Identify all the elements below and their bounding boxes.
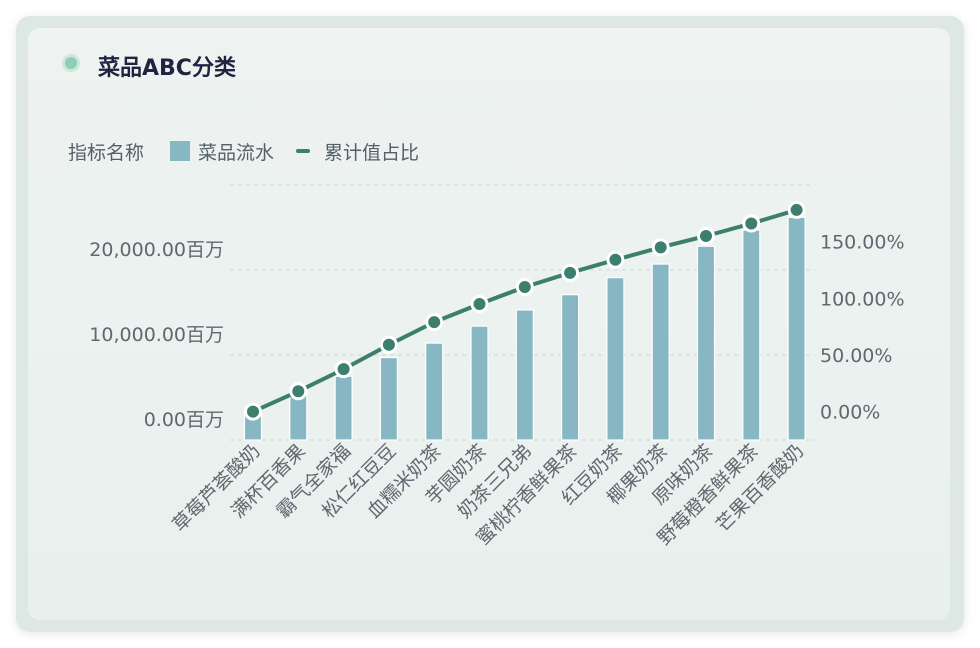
- line-point[interactable]: [244, 402, 262, 421]
- y-axis-labels: 0.00百万 10,000.00百万 20,000.00百万 0.00% 50.00% 1…: [89, 232, 904, 431]
- legend-bar-swatch[interactable]: [170, 141, 191, 161]
- line-point[interactable]: [742, 214, 761, 233]
- bar[interactable]: [515, 309, 534, 441]
- bar[interactable]: [470, 325, 489, 441]
- legend-name: 指标名称: [68, 141, 145, 164]
- bar[interactable]: [742, 229, 761, 441]
- line-point[interactable]: [787, 200, 806, 219]
- bar[interactable]: [425, 342, 444, 441]
- left-tick-label: 20,000.00百万: [89, 239, 224, 261]
- bar[interactable]: [334, 375, 353, 441]
- bar[interactable]: [696, 245, 716, 441]
- right-tick-label: 0.00%: [820, 402, 880, 424]
- x-axis-labels: 草莓芦荟酸奶满杯百香果霸气全家福松仁红豆豆血糯米奶茶芋圆奶茶奶茶三兄弟蜜桃柠香鲜…: [168, 440, 808, 550]
- line-point[interactable]: [334, 360, 353, 379]
- bars-layer: [243, 216, 806, 441]
- line-point[interactable]: [651, 238, 670, 257]
- line-point[interactable]: [515, 278, 534, 296]
- right-tick-label: 150.00%: [820, 232, 905, 254]
- bar[interactable]: [651, 263, 670, 441]
- left-tick-label: 10,000.00百万: [89, 324, 224, 346]
- line-layer: [244, 200, 806, 421]
- legend-bar-label[interactable]: 菜品流水: [198, 141, 275, 164]
- line-point[interactable]: [425, 313, 444, 332]
- bar[interactable]: [560, 294, 580, 441]
- line-point[interactable]: [606, 250, 625, 269]
- right-tick-label: 50.00%: [820, 345, 892, 367]
- bar[interactable]: [379, 356, 398, 441]
- line-point[interactable]: [470, 295, 489, 313]
- card-title: 菜品ABC分类: [98, 56, 236, 81]
- legend-line-label[interactable]: 累计值占比: [324, 141, 420, 164]
- line-point[interactable]: [697, 227, 715, 245]
- bar[interactable]: [787, 216, 806, 441]
- left-tick-label: 0.00百万: [144, 409, 224, 431]
- legend: 指标名称 菜品流水 累计值占比: [68, 137, 419, 165]
- right-tick-label: 100.00%: [820, 288, 905, 310]
- title-dot-icon: [65, 57, 77, 69]
- bar[interactable]: [606, 277, 625, 441]
- line-point[interactable]: [289, 382, 308, 401]
- grid-lines: [230, 184, 815, 441]
- line-point[interactable]: [561, 263, 580, 282]
- line-point[interactable]: [379, 335, 398, 354]
- legend-line-swatch[interactable]: [296, 149, 311, 153]
